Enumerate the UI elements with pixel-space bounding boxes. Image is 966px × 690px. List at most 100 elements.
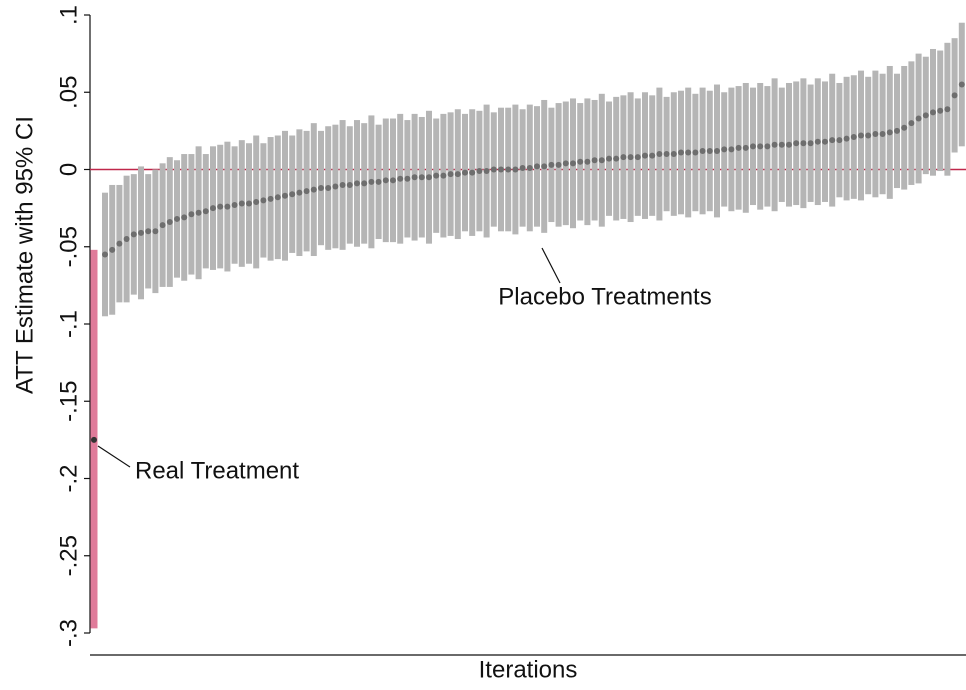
estimate-point bbox=[843, 135, 850, 142]
estimate-point bbox=[483, 168, 490, 175]
estimate-point bbox=[145, 228, 152, 235]
estimate-point bbox=[505, 166, 512, 173]
estimate-point bbox=[584, 158, 591, 165]
y-axis-label: ATT Estimate with 95% CI bbox=[11, 116, 38, 394]
estimate-point bbox=[800, 140, 807, 147]
estimate-point bbox=[289, 191, 296, 198]
estimate-point bbox=[598, 157, 605, 164]
estimate-point bbox=[253, 198, 260, 205]
estimate-point bbox=[692, 149, 699, 156]
y-tick-label: -.2 bbox=[55, 464, 82, 492]
estimate-point bbox=[325, 185, 332, 192]
estimate-point bbox=[397, 175, 404, 182]
estimate-point bbox=[562, 160, 569, 167]
estimate-point bbox=[476, 168, 483, 175]
y-tick-label: .1 bbox=[55, 5, 82, 25]
estimate-point bbox=[181, 214, 188, 221]
estimate-point bbox=[901, 124, 908, 131]
estimate-point bbox=[699, 147, 706, 154]
estimate-point bbox=[908, 120, 915, 127]
estimate-point bbox=[728, 146, 735, 153]
estimate-point bbox=[382, 177, 389, 184]
estimate-point bbox=[678, 149, 684, 156]
estimate-point bbox=[656, 151, 663, 158]
estimate-point bbox=[606, 155, 612, 162]
estimate-point bbox=[764, 143, 771, 150]
y-tick-label: .05 bbox=[55, 76, 82, 109]
estimate-point bbox=[260, 197, 267, 204]
y-tick-label: -.25 bbox=[55, 535, 82, 576]
estimate-point bbox=[462, 169, 468, 176]
estimate-point bbox=[649, 152, 656, 159]
y-tick-label: 0 bbox=[55, 163, 82, 176]
estimate-point bbox=[138, 229, 144, 236]
estimate-point bbox=[591, 157, 598, 164]
estimate-point bbox=[771, 141, 778, 148]
estimate-point bbox=[793, 140, 800, 147]
estimate-point bbox=[541, 163, 548, 170]
estimate-point bbox=[109, 246, 116, 253]
estimate-point bbox=[238, 200, 245, 207]
estimate-point bbox=[872, 130, 879, 137]
y-tick-label: -.1 bbox=[55, 310, 82, 338]
estimate-point bbox=[339, 181, 346, 188]
estimate-point bbox=[188, 211, 195, 218]
estimate-point bbox=[246, 200, 252, 207]
y-tick-label: -.3 bbox=[55, 619, 82, 647]
estimate-point bbox=[807, 140, 814, 147]
estimate-point bbox=[944, 106, 951, 113]
estimate-point bbox=[634, 154, 641, 161]
estimate-point bbox=[786, 141, 792, 148]
estimate-point bbox=[217, 203, 224, 210]
estimate-point bbox=[735, 144, 742, 151]
estimate-point bbox=[195, 209, 202, 216]
estimate-point bbox=[346, 181, 353, 188]
estimate-point bbox=[930, 109, 936, 116]
estimate-point bbox=[937, 107, 944, 114]
estimate-point bbox=[440, 172, 447, 179]
estimate-point bbox=[714, 147, 720, 154]
estimate-point bbox=[858, 132, 864, 139]
estimate-point bbox=[404, 175, 411, 182]
estimate-point bbox=[318, 185, 324, 192]
estimate-point bbox=[742, 144, 749, 151]
annotation-leader bbox=[541, 247, 561, 284]
estimate-point bbox=[130, 231, 137, 238]
estimate-point bbox=[418, 174, 425, 181]
estimate-point bbox=[174, 215, 180, 222]
estimate-point bbox=[202, 208, 209, 215]
estimate-point bbox=[879, 130, 886, 137]
estimate-point bbox=[375, 178, 382, 185]
estimate-point bbox=[620, 154, 627, 161]
estimate-point bbox=[210, 205, 216, 212]
estimate-point bbox=[951, 92, 958, 99]
estimate-point bbox=[454, 171, 461, 178]
annotation: Placebo Treatments bbox=[498, 283, 711, 310]
annotation-leader bbox=[97, 445, 131, 468]
estimate-point bbox=[548, 161, 555, 168]
estimate-point bbox=[91, 436, 97, 443]
estimate-point bbox=[433, 172, 440, 179]
estimate-point bbox=[490, 166, 497, 173]
estimate-point bbox=[231, 202, 238, 209]
estimate-point bbox=[116, 240, 123, 247]
estimate-point bbox=[886, 129, 893, 136]
estimate-point bbox=[613, 155, 620, 162]
y-tick-label: -.05 bbox=[55, 226, 82, 267]
estimate-point bbox=[555, 161, 562, 168]
estimate-point bbox=[447, 171, 454, 178]
estimate-point bbox=[296, 189, 303, 196]
estimate-point bbox=[368, 178, 375, 185]
estimate-point bbox=[570, 160, 576, 167]
estimate-point bbox=[512, 166, 519, 173]
estimate-point bbox=[282, 192, 288, 199]
estimate-point bbox=[224, 203, 231, 210]
estimate-point bbox=[534, 163, 540, 170]
estimate-point bbox=[706, 147, 713, 154]
estimate-point bbox=[102, 251, 108, 258]
y-tick-label: -.15 bbox=[55, 381, 82, 422]
estimate-point bbox=[166, 219, 173, 226]
estimate-point bbox=[390, 177, 396, 184]
